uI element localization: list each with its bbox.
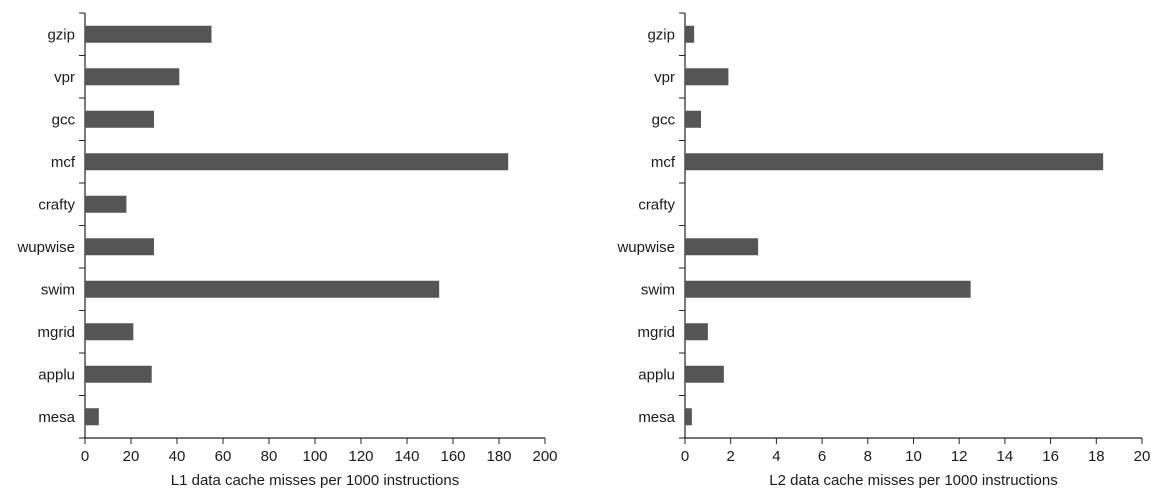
bar-vpr <box>85 68 180 86</box>
x-tick-label: 10 <box>905 448 922 465</box>
bar-wupwise <box>685 238 759 256</box>
x-axis-title: L2 data cache misses per 1000 instructio… <box>769 472 1058 489</box>
bar-mesa <box>85 408 99 426</box>
x-tick-label: 12 <box>951 448 968 465</box>
x-tick-label: 8 <box>864 448 872 465</box>
category-label: gzip <box>647 26 675 43</box>
x-tick-label: 0 <box>81 448 89 465</box>
bar-mesa <box>685 408 692 426</box>
x-tick-label: 60 <box>215 448 232 465</box>
category-label: mcf <box>651 154 676 171</box>
category-label: mcf <box>51 154 76 171</box>
bar-mgrid <box>685 323 708 341</box>
category-label: vpr <box>654 69 675 86</box>
x-tick-label: 160 <box>440 448 465 465</box>
category-label: crafty <box>638 196 675 213</box>
x-tick-label: 20 <box>1134 448 1151 465</box>
bar-gcc <box>685 110 701 128</box>
category-label: vpr <box>54 69 75 86</box>
bar-mcf <box>685 153 1104 171</box>
x-axis-title: L1 data cache misses per 1000 instructio… <box>171 472 460 489</box>
category-label: mgrid <box>37 324 75 341</box>
category-label: applu <box>638 366 675 383</box>
category-label: gcc <box>52 111 76 128</box>
l2-miss-chart: gzip vpr gcc mcf crafty wupwise swim mgrid applu… <box>616 12 1151 489</box>
bar-swim <box>685 280 971 298</box>
category-label: swim <box>41 281 75 298</box>
l1-miss-chart: gzip vpr gcc mcf crafty wupwise swim mgrid applu… <box>16 12 558 489</box>
x-tick-label: 18 <box>1088 448 1105 465</box>
x-tick-label: 4 <box>772 448 780 465</box>
x-tick-label: 6 <box>818 448 826 465</box>
bar-gzip <box>685 25 695 43</box>
x-tick-label: 80 <box>261 448 278 465</box>
x-tick-label: 0 <box>681 448 689 465</box>
x-tick-label: 200 <box>532 448 557 465</box>
bar-swim <box>85 280 440 298</box>
x-tick-label: 140 <box>394 448 419 465</box>
category-label: wupwise <box>616 239 675 256</box>
x-tick-label: 2 <box>727 448 735 465</box>
bar-gzip <box>85 25 212 43</box>
x-tick-label: 120 <box>348 448 373 465</box>
x-tick-label: 16 <box>1042 448 1059 465</box>
category-label: swim <box>641 281 675 298</box>
x-tick-label: 180 <box>486 448 511 465</box>
category-label: crafty <box>38 196 75 213</box>
x-tick-label: 14 <box>997 448 1014 465</box>
category-label: mesa <box>638 409 675 426</box>
bar-wupwise <box>85 238 154 256</box>
bar-vpr <box>685 68 729 86</box>
bar-applu <box>685 365 724 383</box>
bar-applu <box>85 365 152 383</box>
bar-gcc <box>85 110 154 128</box>
category-label: applu <box>38 366 75 383</box>
bar-mgrid <box>85 323 134 341</box>
category-label: mgrid <box>637 324 675 341</box>
x-tick-label: 100 <box>302 448 327 465</box>
category-label: gzip <box>47 26 75 43</box>
category-label: gcc <box>652 111 676 128</box>
x-tick-label: 40 <box>169 448 186 465</box>
category-label: mesa <box>38 409 75 426</box>
bar-mcf <box>85 153 509 171</box>
bar-crafty <box>85 195 127 213</box>
category-label: wupwise <box>16 239 75 256</box>
x-tick-label: 20 <box>123 448 140 465</box>
